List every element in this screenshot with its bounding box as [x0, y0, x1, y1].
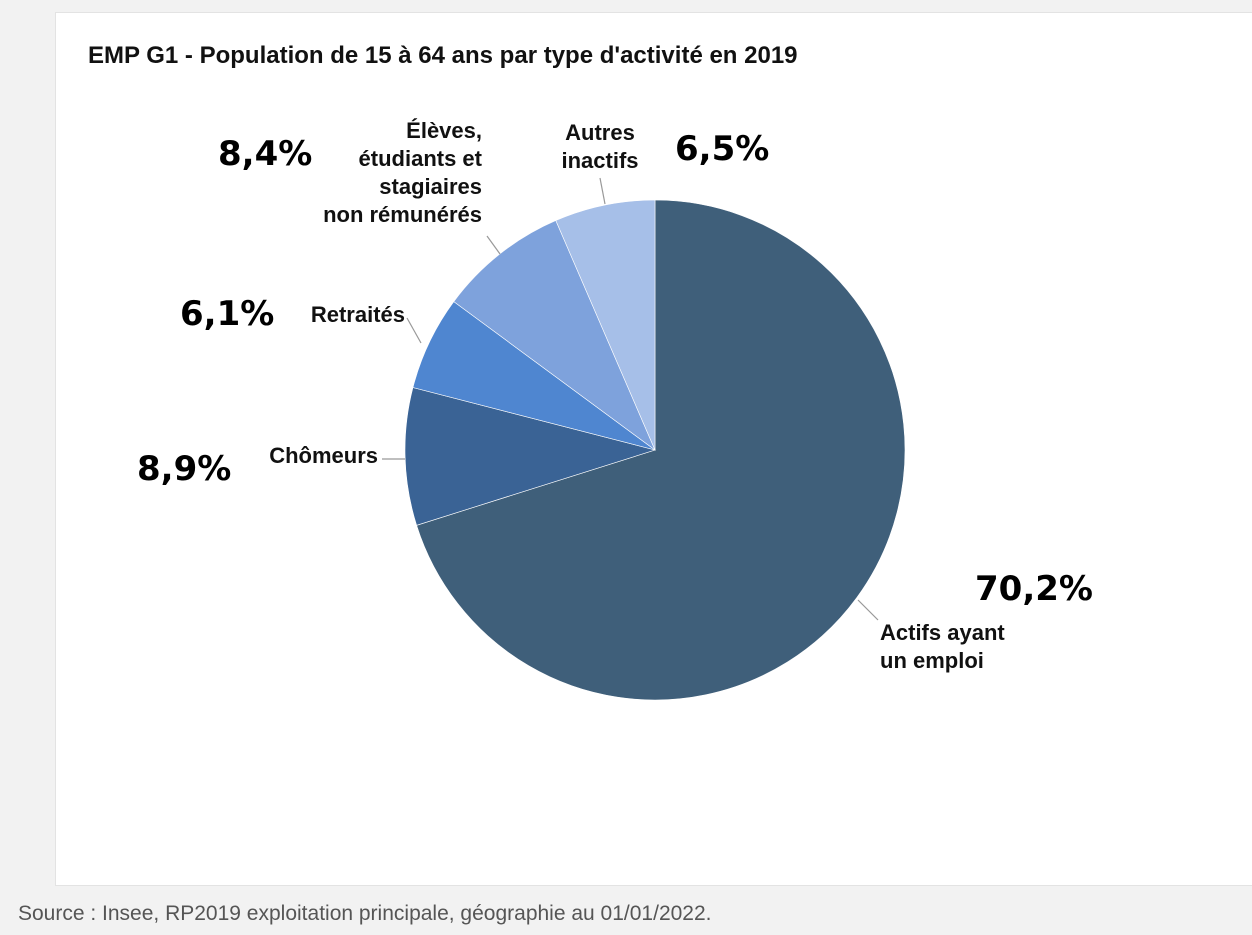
slice-label-4: Autres inactifs: [561, 120, 638, 173]
leader-line-4: [599, 177, 606, 205]
slice-label-2: Retraités: [311, 302, 405, 327]
slice-percent-0: 70,2%: [975, 569, 1093, 609]
slice-percent-3: 8,4%: [218, 134, 312, 174]
leader-line-2: [406, 317, 422, 344]
slice-label-3: Élèves, étudiants et stagiaires non rémunér…: [323, 118, 483, 227]
source-note: Source : Insee, RP2019 exploitation prin…: [18, 902, 712, 925]
pie-slice-0: [416, 199, 906, 701]
chart-title: EMP G1 - Population de 15 à 64 ans par t…: [88, 42, 798, 69]
pie-slice-3: [453, 220, 656, 451]
slice-percent-2: 6,1%: [180, 294, 274, 334]
leader-line-0: [857, 599, 879, 621]
slice-percent-1: 8,9%: [137, 449, 231, 489]
pie-slice-1: [404, 387, 657, 526]
leader-line-3: [486, 235, 501, 255]
slice-label-1: Chômeurs: [269, 443, 378, 468]
slice-percent-4: 6,5%: [675, 129, 769, 169]
slice-label-0: Actifs ayant un emploi: [880, 620, 1005, 673]
pie-slice-4: [555, 199, 656, 451]
